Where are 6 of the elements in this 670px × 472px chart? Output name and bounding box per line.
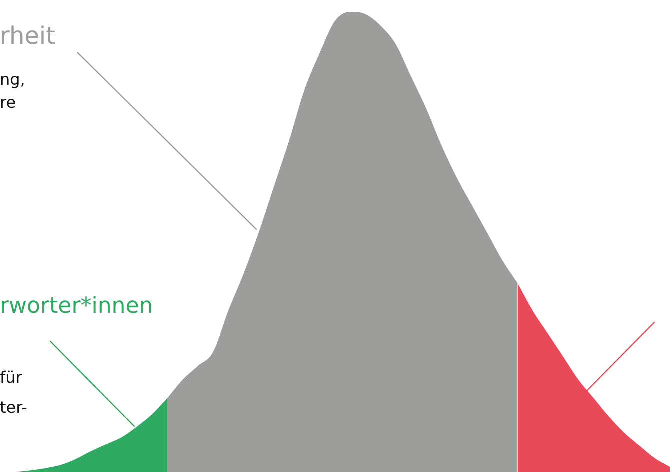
annotation: ter- bbox=[0, 398, 28, 417]
annotation: für bbox=[0, 368, 22, 387]
annotation: rheit bbox=[0, 22, 56, 50]
annotation: ng, bbox=[0, 70, 26, 89]
annotation: re bbox=[0, 93, 16, 112]
annotation: rworter*innen bbox=[0, 294, 154, 319]
